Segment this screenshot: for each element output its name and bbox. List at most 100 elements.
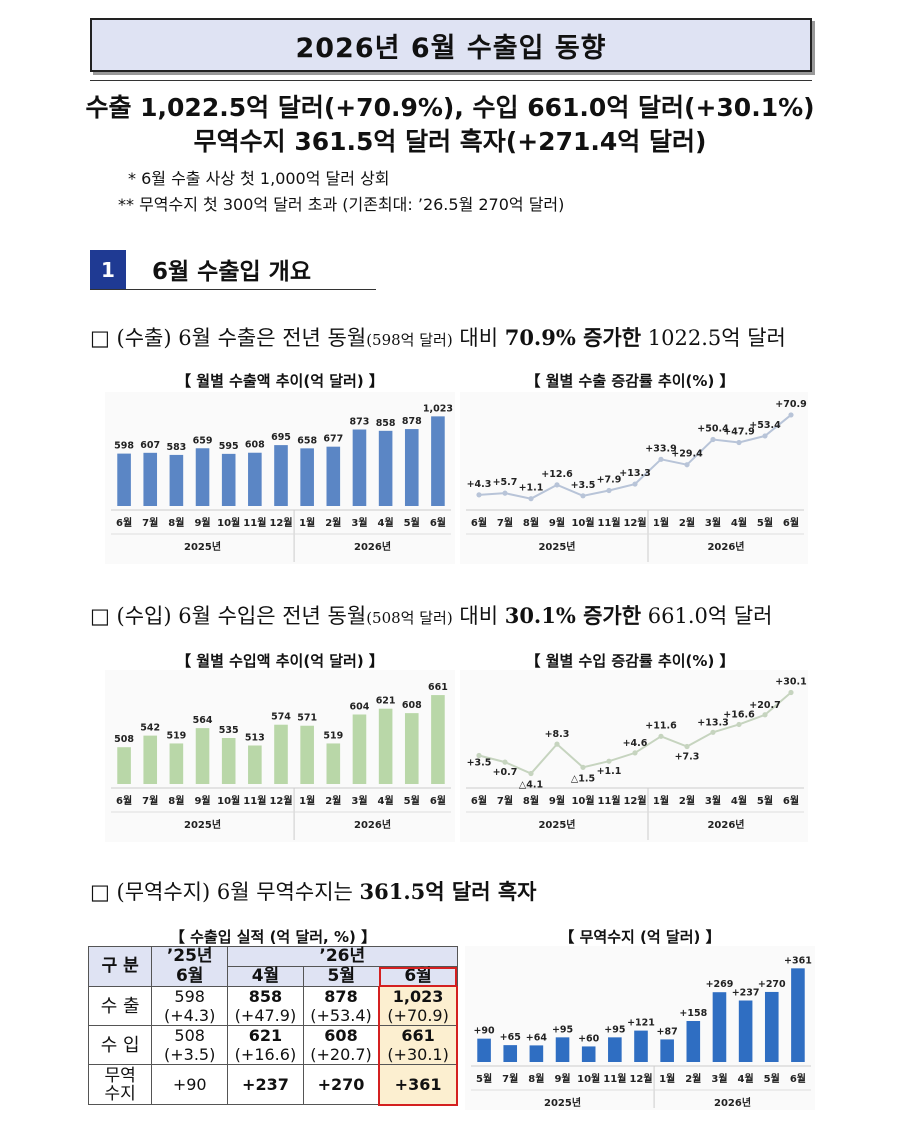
bar [503, 1045, 518, 1062]
data-point [580, 764, 586, 770]
month-tick-label: 8월 [528, 1073, 544, 1085]
bar-data-label: 878 [402, 416, 422, 427]
balance-paragraph: □ (무역수지) 6월 무역수지는 361.5억 달러 흑자 [90, 876, 537, 906]
bar [326, 743, 341, 784]
data-point [736, 439, 742, 446]
month-tick-label: 6월 [783, 517, 799, 529]
month-tick-label: 10월 [577, 1073, 600, 1085]
bar [686, 1021, 701, 1062]
bar-data-label: 858 [376, 418, 396, 429]
bar-data-label: 542 [140, 723, 160, 734]
bar-data-label: 574 [271, 712, 291, 723]
month-tick-label: 6월 [116, 795, 132, 807]
bar [555, 1037, 570, 1062]
bar [169, 743, 184, 784]
year-label-2026: 2026년 [714, 1096, 751, 1109]
checkbox-square: □ [90, 326, 110, 350]
month-tick-label: 9월 [194, 517, 210, 529]
table-title: 【 수출입 실적 (억 달러, %) 】 [169, 928, 377, 946]
bar-data-label: +237 [732, 988, 760, 999]
month-tick-label: 6월 [783, 795, 799, 807]
month-tick-label: 11월 [597, 795, 620, 807]
checkbox-square: □ [90, 604, 110, 628]
month-tick-label: 2월 [679, 517, 695, 529]
section-underline [90, 289, 376, 290]
point-data-label: +7.9 [597, 475, 622, 486]
point-data-label: +16.6 [723, 709, 755, 720]
bar-data-label: 571 [297, 713, 317, 724]
cell: +270 [302, 1064, 380, 1105]
month-tick-label: 3월 [705, 517, 721, 529]
export-bold: 70.9% 증가한 [504, 325, 642, 350]
data-point [502, 490, 508, 496]
bar [117, 747, 131, 784]
point-data-label: +20.7 [749, 700, 780, 711]
bar-data-label: +64 [526, 1032, 548, 1043]
point-data-label: +47.9 [723, 427, 754, 438]
month-tick-label: 7월 [497, 795, 513, 807]
data-point [476, 492, 482, 498]
cell: 508 (+3.5) [151, 1025, 229, 1065]
month-tick-label: 1월 [299, 517, 315, 529]
bar [791, 968, 805, 1062]
cell: 621 (+16.6) [227, 1025, 304, 1065]
balance-bold: 361.5억 달러 흑자 [359, 879, 537, 904]
year-label-2025: 2025년 [544, 1096, 581, 1109]
export-rate-title: 【 월별 수출 증감률 추이(%) 】 [525, 372, 735, 390]
month-tick-label: 6월 [790, 1073, 806, 1085]
data-point [580, 493, 586, 499]
month-tick-label: 3월 [351, 795, 367, 807]
bar [404, 713, 419, 784]
export-bar-title: 【 월별 수출액 추이(억 달러) 】 [176, 372, 384, 390]
bar-data-label: 659 [193, 435, 213, 446]
month-tick-label: 3월 [705, 795, 721, 807]
data-point [502, 759, 508, 765]
month-tick-label: 2월 [325, 795, 341, 807]
data-point [476, 752, 482, 759]
export-text1: 6월 수출은 전년 동월 [171, 326, 367, 350]
bar [195, 448, 210, 506]
headline-line1: 수출 1,022.5억 달러(+70.9%), 수입 661.0억 달러(+30… [85, 93, 815, 122]
bar [352, 714, 367, 784]
point-data-label: +30.1 [775, 677, 806, 688]
data-point [606, 487, 612, 494]
bar [529, 1045, 544, 1062]
title-rule [90, 80, 812, 81]
export-text2: 대비 [452, 326, 505, 350]
bar-data-label: +90 [473, 1026, 495, 1037]
cell: 1,023 (+70.9) [378, 986, 458, 1026]
point-data-label: +4.3 [467, 479, 492, 490]
section-number: 1 [90, 250, 126, 290]
bar [431, 416, 445, 506]
section-title: 6월 수출입 개요 [152, 259, 311, 285]
header-m4: 4월 [227, 966, 304, 987]
point-data-label: +70.9 [775, 399, 806, 410]
balance-tag: (무역수지) [116, 880, 211, 904]
month-tick-label: 8월 [523, 517, 539, 529]
cell: +361 [378, 1064, 458, 1106]
month-tick-label: 1월 [653, 795, 669, 807]
bar [764, 991, 779, 1062]
month-tick-label: 5월 [764, 1073, 780, 1085]
data-point [762, 712, 768, 718]
month-tick-label: 2월 [679, 795, 695, 807]
bar [660, 1039, 674, 1062]
bar [169, 454, 184, 506]
bar [712, 992, 727, 1062]
bar [195, 728, 210, 784]
year-label-2026: 2026년 [707, 818, 744, 831]
bar-data-label: +121 [627, 1018, 655, 1029]
bar-data-label: 564 [193, 715, 213, 726]
point-data-label: +5.7 [493, 477, 518, 488]
bar [300, 725, 314, 784]
cell: +237 [227, 1064, 304, 1105]
data-point [710, 729, 716, 735]
results-table: 구 분 ’25년 ’26년 6월 4월 5월 6월 수 출 598 (+4.3) … [87, 946, 458, 1106]
bar-data-label: 661 [428, 682, 448, 693]
balance-text1: 6월 무역수지는 [210, 880, 360, 904]
data-point [554, 741, 560, 747]
month-tick-label: 4월 [738, 1073, 754, 1085]
point-data-label: +11.6 [645, 720, 677, 731]
month-tick-label: 1월 [659, 1073, 675, 1085]
data-point [684, 462, 690, 468]
